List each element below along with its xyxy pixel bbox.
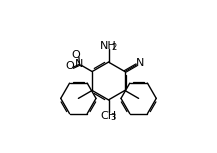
Text: 2: 2 (111, 43, 116, 52)
Text: 3: 3 (111, 113, 116, 122)
Text: NH: NH (100, 41, 117, 51)
Text: CH: CH (100, 111, 117, 121)
Text: O: O (66, 61, 74, 71)
Text: N: N (75, 59, 83, 69)
Text: N: N (136, 58, 144, 68)
Text: O: O (72, 50, 81, 60)
